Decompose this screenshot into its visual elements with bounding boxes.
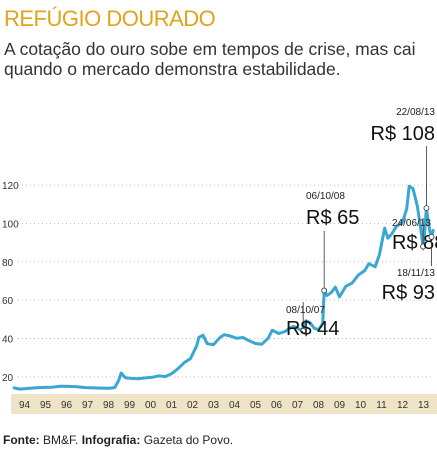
x-tick-label: 04 <box>229 400 241 411</box>
x-tick-label: 94 <box>19 400 31 411</box>
x-tick-label: 99 <box>124 400 136 411</box>
x-tick-label: 03 <box>208 400 220 411</box>
annotation-point <box>420 243 426 250</box>
x-tick-label: 09 <box>334 400 346 411</box>
source-value: BM&F. <box>43 433 79 447</box>
x-axis-band-rect <box>11 394 437 414</box>
annotation-date: 08/10/07 <box>286 305 325 316</box>
x-tick-label: 12 <box>397 400 409 411</box>
infographic-value: Gazeta do Povo. <box>143 433 234 447</box>
annotation-date: 24/06/13 <box>392 218 431 229</box>
x-tick-label: 00 <box>145 400 157 411</box>
annotation-point <box>321 287 328 294</box>
x-tick-label: 96 <box>61 400 73 411</box>
y-tick-label: 20 <box>2 373 14 384</box>
x-tick-label: 10 <box>355 400 367 411</box>
annotation-date: 18/11/13 <box>397 268 436 279</box>
annotation-point <box>300 327 307 334</box>
y-tick-label: 80 <box>2 258 14 269</box>
series-layer <box>12 184 435 391</box>
x-tick-label: 06 <box>271 400 283 411</box>
series-line-0 <box>12 184 435 391</box>
source-note: Fonte: BM&F. Infografia: Gazeta do Povo. <box>3 433 233 447</box>
annotations-layer: 08/10/07 R$ 44 06/10/08 R$ 65 24/06/13 R$ 88 2… <box>286 107 437 340</box>
grid-layer: 20 40 60 80 100 120 <box>2 181 434 384</box>
y-tick-label: 60 <box>2 296 14 307</box>
annotation-date: 22/08/13 <box>396 107 435 118</box>
y-tick-label: 40 <box>2 334 14 345</box>
x-tick-label: 97 <box>82 400 94 411</box>
annotation-value: R$ 108 <box>371 123 436 145</box>
chart-subtitle: A cotação do ouro sobe em tempos de cris… <box>4 39 416 79</box>
x-tick-label: 11 <box>376 400 387 411</box>
annotation-value: R$ 88 <box>392 232 437 254</box>
x-axis-band: 94 95 96 97 98 99 00 01 02 03 04 05 06 07 08 09 10 11 12 13 <box>11 394 437 414</box>
source-label: Fonte: <box>3 433 40 447</box>
annotation-value: R$ 93 <box>382 282 435 304</box>
x-tick-label: 02 <box>187 400 199 411</box>
infographic-label: Infografia: <box>81 433 141 447</box>
y-tick-label: 120 <box>2 181 19 192</box>
annotation-date: 06/10/08 <box>306 191 345 202</box>
y-tick-label: 100 <box>2 219 19 230</box>
x-tick-label: 01 <box>166 400 178 411</box>
x-tick-label: 98 <box>103 400 115 411</box>
annotation-point <box>428 233 435 240</box>
x-tick-label: 05 <box>250 400 262 411</box>
x-tick-label: 95 <box>40 400 52 411</box>
x-tick-label: 13 <box>418 400 430 411</box>
annotation-value: R$ 65 <box>306 207 359 229</box>
x-tick-label: 07 <box>292 400 304 411</box>
annotation-point <box>423 205 430 212</box>
annotation-value: R$ 44 <box>286 318 339 340</box>
x-tick-label: 08 <box>313 400 325 411</box>
chart-title: REFÚGIO DOURADO <box>4 6 216 31</box>
